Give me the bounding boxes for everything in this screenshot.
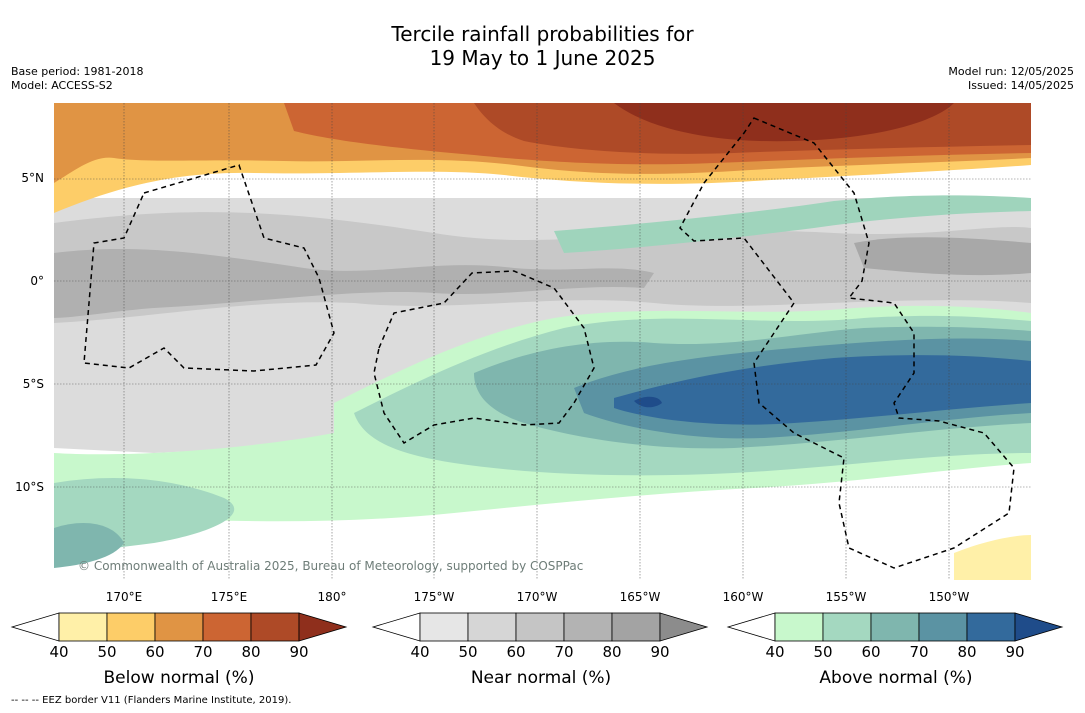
colorbar-segment <box>419 612 469 642</box>
colorbar-tick-label: 50 <box>458 643 478 661</box>
colorbar-max-tip <box>659 612 709 642</box>
colorbar-max-tip <box>1014 612 1064 642</box>
credit-text: © Commonwealth of Australia 2025, Bureau… <box>78 559 584 573</box>
lon-label-165w: 165°W <box>619 590 661 604</box>
above-normal-80 <box>614 355 1031 425</box>
colorbar-tick-label: 40 <box>765 643 785 661</box>
title-line-2: 19 May to 1 June 2025 <box>429 46 656 70</box>
colorbar-tick-label: 80 <box>957 643 977 661</box>
colorbar-tick-label: 60 <box>506 643 526 661</box>
lon-label-175e: 175°E <box>210 590 248 604</box>
colorbar-segment <box>563 612 613 642</box>
title-line-1: Tercile rainfall probabilities for <box>391 22 694 46</box>
above-normal-stripe-north <box>554 195 1031 253</box>
meta-right: Model run: 12/05/2025 Issued: 14/05/2025 <box>948 65 1074 93</box>
lon-label-150w: 150°W <box>928 590 970 604</box>
below-normal-southeast <box>954 535 1031 580</box>
lat-label-0: 0° <box>30 274 44 288</box>
colorbar-segment <box>966 612 1016 642</box>
colorbar-segment <box>202 612 252 642</box>
lon-label-175w: 175°W <box>413 590 455 604</box>
above-normal-southwest-dark <box>54 523 124 568</box>
colorbar-tick-label: 40 <box>49 643 69 661</box>
grid-lines <box>54 103 1031 580</box>
colorbar-tick-label: 40 <box>410 643 430 661</box>
colorbars <box>10 612 1064 642</box>
colorbar-segment <box>106 612 156 642</box>
lat-label-5n: 5°N <box>21 171 44 185</box>
lat-label-10s: 10°S <box>15 480 44 494</box>
eez-borders <box>83 117 1015 569</box>
colorbar-segment <box>611 612 661 642</box>
base-period: Base period: 1981-2018 <box>11 65 144 78</box>
colorbar-tick-label: 90 <box>650 643 670 661</box>
colorbar-segment <box>774 612 824 642</box>
colorbar-tick-label: 90 <box>289 643 309 661</box>
colorbar-segment <box>822 612 872 642</box>
colorbar-segment <box>918 612 968 642</box>
lon-label-155w: 155°W <box>825 590 867 604</box>
colorbar-below-normal <box>10 612 348 642</box>
issued-date: Issued: 14/05/2025 <box>967 79 1074 92</box>
above-normal-90 <box>634 396 662 408</box>
colorbar-tick-label: 50 <box>813 643 833 661</box>
colorbar-tick-label: 90 <box>1005 643 1025 661</box>
colorbar-min-tip <box>726 612 776 642</box>
colorbar-label-below: Below normal (%) <box>103 668 255 688</box>
lon-label-180: 180° <box>317 590 347 604</box>
colorbar-segment <box>870 612 920 642</box>
near-normal-spot-east <box>854 237 1031 276</box>
colorbar-segment <box>250 612 300 642</box>
near-normal-darkest <box>54 248 654 318</box>
model-run: Model run: 12/05/2025 <box>948 65 1074 78</box>
meta-left: Base period: 1981-2018 Model: ACCESS-S2 <box>11 65 143 93</box>
colorbar-segment <box>515 612 565 642</box>
colorbar-tick-label: 70 <box>193 643 213 661</box>
colorbar-tick-label: 60 <box>861 643 881 661</box>
colorbar-label-above: Above normal (%) <box>819 668 973 688</box>
colorbar-near-normal <box>371 612 709 642</box>
lat-label-5s: 5°S <box>22 377 44 391</box>
colorbar-tick-label: 70 <box>909 643 929 661</box>
colorbar-tick-label: 80 <box>241 643 261 661</box>
colorbar-max-tip <box>298 612 348 642</box>
colorbar-label-near: Near normal (%) <box>470 668 612 688</box>
lon-label-160w: 160°W <box>722 590 764 604</box>
colorbar-min-tip <box>371 612 421 642</box>
colorbar-segment <box>467 612 517 642</box>
lon-label-170e: 170°E <box>105 590 143 604</box>
colorbar-segment <box>58 612 108 642</box>
colorbar-tick-label: 50 <box>97 643 117 661</box>
colorbar-tick-label: 70 <box>554 643 574 661</box>
probability-map <box>54 103 1031 580</box>
colorbar-segment <box>154 612 204 642</box>
colorbar-tick-label: 60 <box>145 643 165 661</box>
model-name: Model: ACCESS-S2 <box>11 79 113 92</box>
colorbar-above-normal <box>726 612 1064 642</box>
lon-label-170w: 170°W <box>516 590 558 604</box>
eez-footnote: -- -- -- EEZ border V11 (Flanders Marine… <box>11 695 292 706</box>
below-normal-90 <box>614 103 954 142</box>
colorbar-tick-label: 80 <box>602 643 622 661</box>
colorbar-min-tip <box>10 612 60 642</box>
map-title: Tercile rainfall probabilities for 19 Ma… <box>0 22 1085 70</box>
